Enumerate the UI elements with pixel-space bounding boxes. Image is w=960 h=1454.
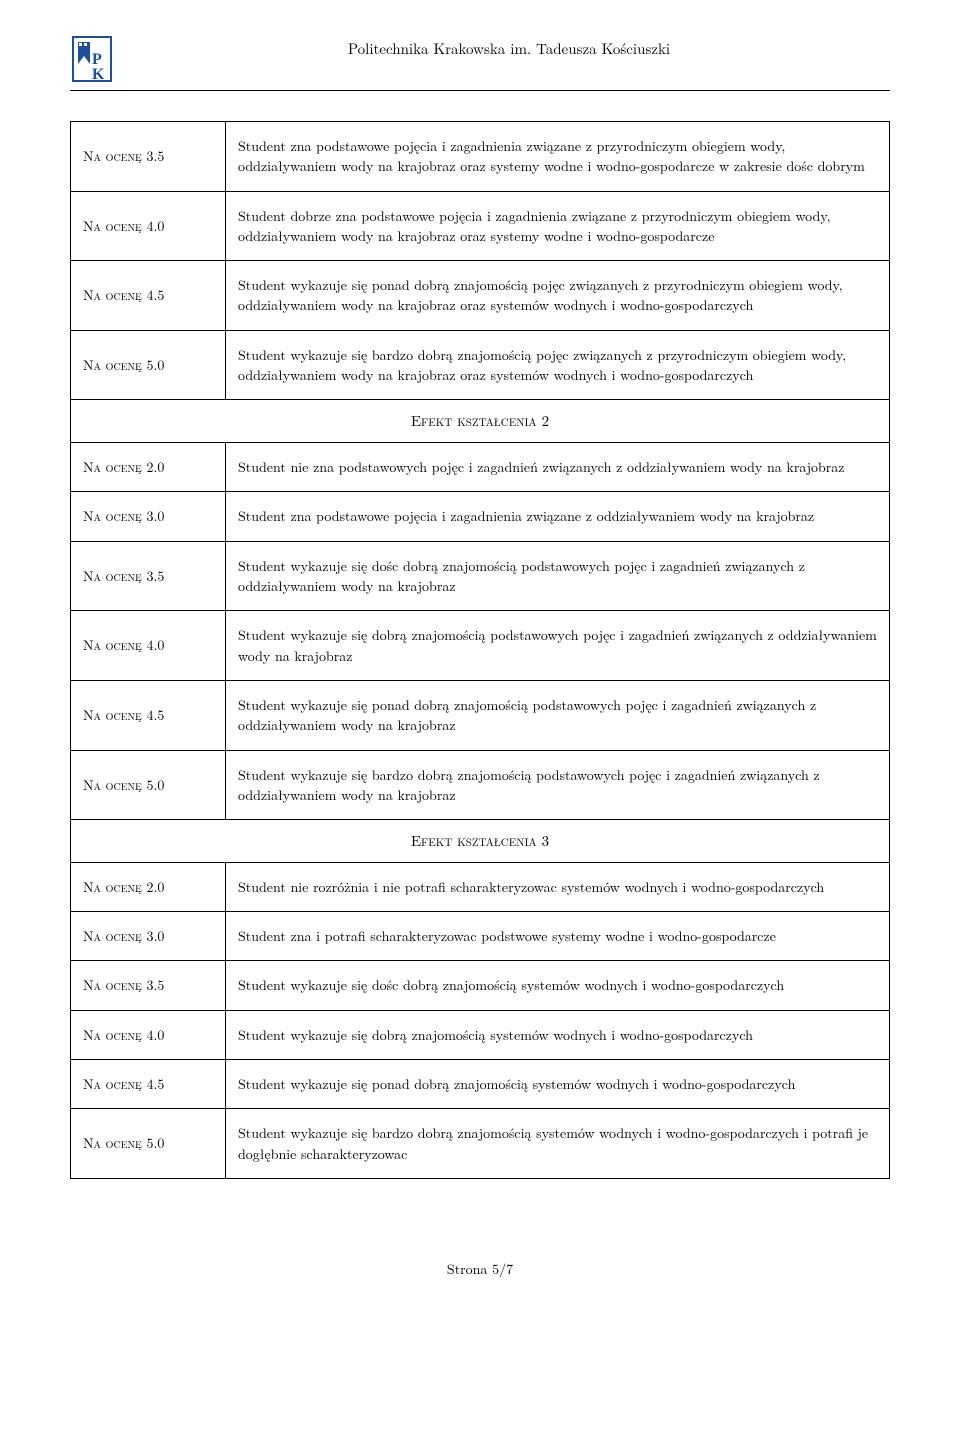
table-row: Na ocenę 3.0 Student zna i potrafi schar… (71, 912, 890, 961)
grade-description: Student nie rozróżnia i nie potrafi scha… (226, 862, 890, 911)
grade-label: Na ocenę 2.0 (71, 443, 226, 492)
grade-label: Na ocenę 4.0 (71, 191, 226, 261)
grade-label: Na ocenę 3.5 (71, 541, 226, 611)
grade-description: Student wykazuje się dobrą znajomością s… (226, 1010, 890, 1059)
table-row: Na ocenę 2.0 Student nie rozróżnia i nie… (71, 862, 890, 911)
grade-description: Student wykazuje się bardzo dobrą znajom… (226, 330, 890, 400)
grade-label: Na ocenę 5.0 (71, 330, 226, 400)
svg-text:K: K (92, 66, 105, 83)
table-row: Na ocenę 4.5 Student wykazuje się ponad … (71, 261, 890, 331)
grade-label: Na ocenę 4.5 (71, 261, 226, 331)
grade-label: Na ocenę 5.0 (71, 1109, 226, 1179)
section-header-row: Efekt kształcenia 3 (71, 820, 890, 863)
table-row: Na ocenę 4.5 Student wykazuje się ponad … (71, 1060, 890, 1109)
table-row: Na ocenę 5.0 Student wykazuje się bardzo… (71, 1109, 890, 1179)
grade-description: Student wykazuje się ponad dobrą znajomo… (226, 680, 890, 750)
grade-description: Student zna i potrafi scharakteryzowac p… (226, 912, 890, 961)
page-header: P K Politechnika Krakowska im. Tadeusza … (70, 34, 890, 91)
page-footer: Strona 5/7 (70, 1259, 890, 1279)
section-header: Efekt kształcenia 3 (71, 820, 890, 863)
table-row: Na ocenę 4.0 Student wykazuje się dobrą … (71, 611, 890, 681)
grade-description: Student wykazuje się dośc dobrą znajomoś… (226, 541, 890, 611)
grade-description: Student wykazuje się bardzo dobrą znajom… (226, 750, 890, 820)
table-row: Na ocenę 3.0 Student zna podstawowe poję… (71, 492, 890, 541)
grade-description: Student nie zna podstawowych pojęc i zag… (226, 443, 890, 492)
grade-label: Na ocenę 3.5 (71, 122, 226, 192)
table-row: Na ocenę 3.5 Student wykazuje się dośc d… (71, 961, 890, 1010)
table-row: Na ocenę 5.0 Student wykazuje się bardzo… (71, 330, 890, 400)
grade-label: Na ocenę 3.0 (71, 912, 226, 961)
grade-description: Student wykazuje się dobrą znajomością p… (226, 611, 890, 681)
table-row: Na ocenę 4.5 Student wykazuje się ponad … (71, 680, 890, 750)
grade-description: Student zna podstawowe pojęcia i zagadni… (226, 122, 890, 192)
header-title: Politechnika Krakowska im. Tadeusza Kośc… (128, 34, 890, 59)
table-row: Na ocenę 2.0 Student nie zna podstawowyc… (71, 443, 890, 492)
table-row: Na ocenę 3.5 Student zna podstawowe poję… (71, 122, 890, 192)
grade-label: Na ocenę 3.0 (71, 492, 226, 541)
grade-label: Na ocenę 2.0 (71, 862, 226, 911)
grade-label: Na ocenę 4.5 (71, 1060, 226, 1109)
table-row: Na ocenę 4.0 Student dobrze zna podstawo… (71, 191, 890, 261)
university-logo-icon: P K (70, 34, 114, 84)
grade-description: Student dobrze zna podstawowe pojęcia i … (226, 191, 890, 261)
grade-description: Student wykazuje się ponad dobrą znajomo… (226, 261, 890, 331)
section-header: Efekt kształcenia 2 (71, 400, 890, 443)
grade-description: Student wykazuje się ponad dobrą znajomo… (226, 1060, 890, 1109)
table-row: Na ocenę 3.5 Student wykazuje się dośc d… (71, 541, 890, 611)
grade-label: Na ocenę 4.5 (71, 680, 226, 750)
grade-description: Student wykazuje się dośc dobrą znajomoś… (226, 961, 890, 1010)
grade-label: Na ocenę 4.0 (71, 611, 226, 681)
table-row: Na ocenę 5.0 Student wykazuje się bardzo… (71, 750, 890, 820)
grades-table: Na ocenę 3.5 Student zna podstawowe poję… (70, 121, 890, 1179)
grade-label: Na ocenę 5.0 (71, 750, 226, 820)
table-row: Na ocenę 4.0 Student wykazuje się dobrą … (71, 1010, 890, 1059)
section-header-row: Efekt kształcenia 2 (71, 400, 890, 443)
grade-label: Na ocenę 3.5 (71, 961, 226, 1010)
grade-description: Student zna podstawowe pojęcia i zagadni… (226, 492, 890, 541)
grade-description: Student wykazuje się bardzo dobrą znajom… (226, 1109, 890, 1179)
grade-label: Na ocenę 4.0 (71, 1010, 226, 1059)
